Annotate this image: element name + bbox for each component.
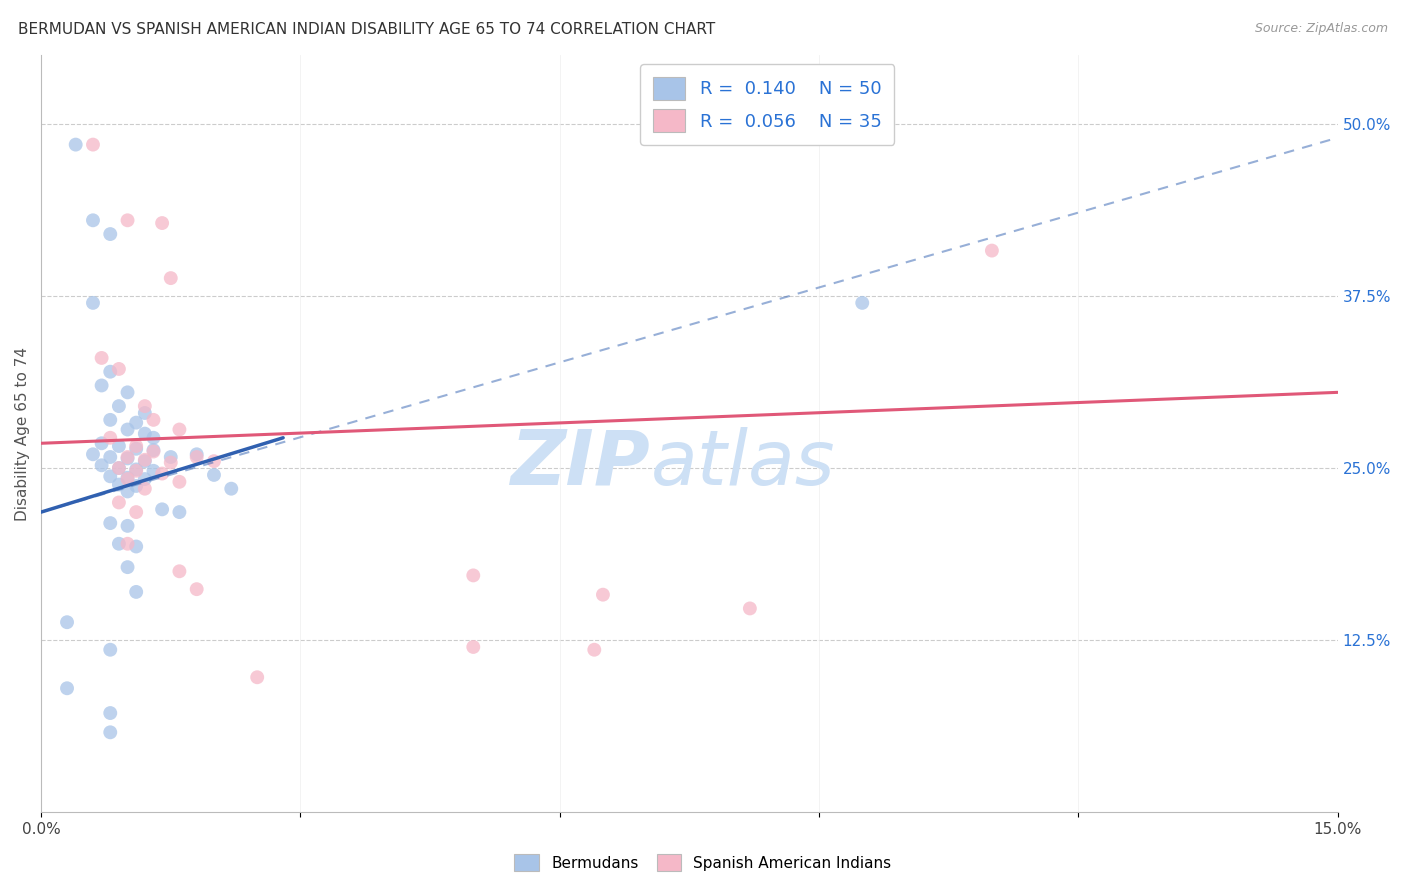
Point: [98, 725, 121, 739]
Point: [125, 442, 148, 456]
Point: [592, 588, 614, 602]
Point: [159, 450, 181, 464]
Point: [82, 213, 104, 227]
Point: [108, 537, 131, 551]
Point: [108, 439, 131, 453]
Point: [82, 296, 104, 310]
Point: [142, 443, 165, 458]
Point: [117, 385, 139, 400]
Point: [125, 479, 148, 493]
Point: [98, 516, 121, 530]
Point: [134, 482, 156, 496]
Point: [169, 505, 191, 519]
Point: [150, 216, 173, 230]
Point: [108, 399, 131, 413]
Point: [186, 447, 208, 461]
Point: [980, 244, 1002, 258]
Point: [463, 640, 485, 654]
Point: [851, 296, 873, 310]
Point: [108, 461, 131, 475]
Point: [159, 456, 181, 470]
Point: [583, 642, 606, 657]
Point: [134, 472, 156, 486]
Text: atlas: atlas: [651, 427, 835, 501]
Point: [65, 137, 87, 152]
Point: [169, 564, 191, 578]
Point: [117, 450, 139, 464]
Point: [142, 431, 165, 445]
Point: [150, 502, 173, 516]
Point: [117, 519, 139, 533]
Point: [108, 461, 131, 475]
Point: [169, 475, 191, 489]
Point: [134, 454, 156, 468]
Point: [117, 471, 139, 485]
Point: [117, 560, 139, 574]
Point: [98, 469, 121, 483]
Point: [56, 615, 79, 630]
Point: [125, 585, 148, 599]
Point: [117, 472, 139, 486]
Text: ZIP: ZIP: [510, 427, 651, 501]
Point: [142, 413, 165, 427]
Point: [90, 458, 112, 473]
Point: [117, 423, 139, 437]
Point: [108, 477, 131, 491]
Point: [134, 399, 156, 413]
Point: [125, 505, 148, 519]
Point: [90, 378, 112, 392]
Legend: R =  0.140    N = 50, R =  0.056    N = 35: R = 0.140 N = 50, R = 0.056 N = 35: [640, 64, 894, 145]
Point: [117, 484, 139, 499]
Point: [90, 436, 112, 450]
Y-axis label: Disability Age 65 to 74: Disability Age 65 to 74: [15, 347, 30, 521]
Point: [125, 464, 148, 478]
Point: [98, 450, 121, 464]
Point: [142, 464, 165, 478]
Point: [125, 416, 148, 430]
Point: [108, 362, 131, 376]
Point: [98, 642, 121, 657]
Point: [98, 413, 121, 427]
Point: [202, 454, 225, 468]
Point: [98, 431, 121, 445]
Point: [98, 365, 121, 379]
Point: [117, 451, 139, 466]
Point: [246, 670, 269, 684]
Point: [125, 439, 148, 453]
Point: [117, 213, 139, 227]
Point: [90, 351, 112, 365]
Point: [117, 537, 139, 551]
Point: [82, 137, 104, 152]
Legend: Bermudans, Spanish American Indians: Bermudans, Spanish American Indians: [509, 848, 897, 877]
Point: [463, 568, 485, 582]
Point: [150, 467, 173, 481]
Point: [169, 423, 191, 437]
Point: [82, 447, 104, 461]
Point: [125, 462, 148, 476]
Point: [56, 681, 79, 696]
Point: [219, 482, 242, 496]
Point: [738, 601, 761, 615]
Point: [134, 426, 156, 441]
Point: [186, 450, 208, 464]
Text: Source: ZipAtlas.com: Source: ZipAtlas.com: [1254, 22, 1388, 36]
Point: [186, 582, 208, 597]
Point: [125, 540, 148, 554]
Point: [98, 706, 121, 720]
Point: [108, 495, 131, 509]
Text: BERMUDAN VS SPANISH AMERICAN INDIAN DISABILITY AGE 65 TO 74 CORRELATION CHART: BERMUDAN VS SPANISH AMERICAN INDIAN DISA…: [18, 22, 716, 37]
Point: [159, 271, 181, 285]
Point: [142, 444, 165, 458]
Point: [134, 406, 156, 420]
Point: [98, 227, 121, 241]
Point: [134, 452, 156, 467]
Point: [202, 467, 225, 482]
